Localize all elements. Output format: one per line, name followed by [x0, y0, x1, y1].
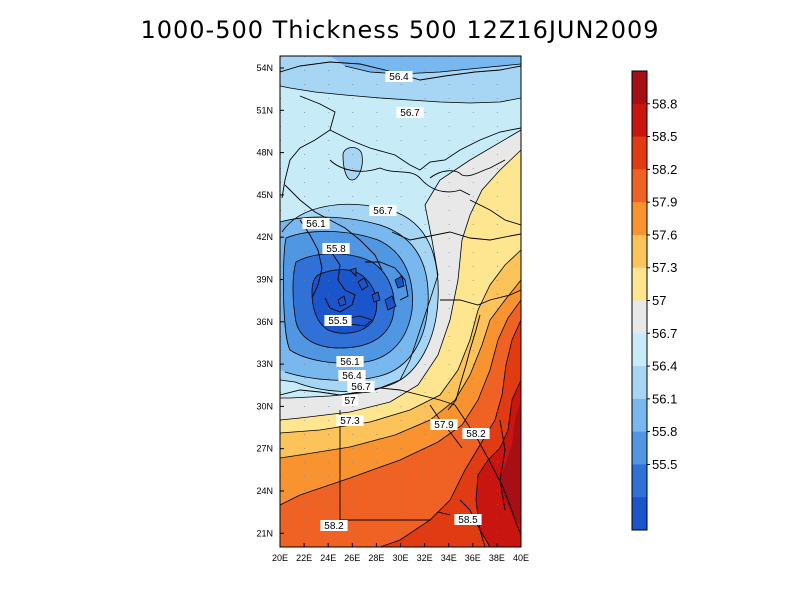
colorbar-swatch: [632, 300, 647, 334]
contour-label-bg: [324, 315, 352, 326]
colorbar-label: 57.6: [652, 227, 677, 242]
lat-tick-label: 33N: [256, 359, 273, 369]
colorbar-swatch: [632, 398, 647, 433]
colorbar-label: 58.8: [652, 96, 677, 111]
colorbar-label: 57.9: [652, 195, 677, 210]
lon-tick-label: 28E: [368, 553, 384, 563]
colorbar-label: 58.5: [652, 129, 677, 144]
colorbar-swatch: [632, 136, 647, 170]
grid-dots: [280, 56, 521, 547]
colorbar-label: 57: [652, 293, 666, 308]
contour-label-bg: [430, 419, 458, 430]
lat-tick-label: 42N: [256, 232, 273, 242]
colorbar-label: 56.7: [652, 326, 677, 341]
contour-label: 56.4: [389, 72, 409, 83]
lat-tick-label: 27N: [256, 444, 273, 454]
colorbar: 58.8 58.5 58.2 57.9 57.6 57.3 57 56.7 56.4 56.1 55…: [631, 70, 677, 531]
contour-label-bg: [302, 218, 330, 229]
contour-label-bg: [336, 356, 364, 367]
contour-label: 57: [344, 396, 356, 407]
contour-label-bg: [342, 395, 358, 406]
contour-label: 57.9: [434, 420, 454, 431]
lon-tick-label: 26E: [344, 553, 360, 563]
lon-tick-label: 24E: [320, 553, 336, 563]
contour-label: 56.7: [400, 108, 420, 119]
lon-tick-label: 40E: [513, 553, 529, 563]
contour-label-bg: [320, 520, 348, 531]
colorbar-label: 57.3: [652, 260, 677, 275]
contour-label-bg: [462, 428, 490, 439]
contour-label-bg: [338, 370, 366, 381]
contour-label-bg: [369, 205, 397, 216]
colorbar-swatch: [632, 234, 647, 269]
lat-axis: 54N 51N 48N 45N 42N 39N 36N 33N 30N 27N 24N 21N: [256, 63, 284, 538]
lon-tick-label: 30E: [392, 553, 408, 563]
lon-tick-label: 34E: [441, 553, 457, 563]
contour-label: 55.5: [328, 316, 348, 327]
colorbar-swatch: [632, 497, 647, 531]
map-title: 1000-500 Thickness 500 12Z16JUN2009: [140, 16, 660, 44]
contour-label-bg: [396, 107, 424, 118]
colorbar-swatch: [632, 431, 647, 465]
contour-label: 58.2: [466, 429, 486, 440]
colorbar-swatch: [632, 366, 647, 400]
colorbar-swatch: [632, 202, 647, 236]
contour-label: 56.1: [306, 219, 326, 230]
contour-label-bg: [322, 243, 350, 254]
contour-label: 56.7: [351, 382, 371, 393]
contour-labels: 56.456.756.756.155.855.556.156.456.75757…: [302, 71, 490, 532]
lat-tick-label: 54N: [256, 63, 273, 73]
colorbar-swatch: [632, 333, 647, 367]
lon-tick-label: 20E: [272, 553, 288, 563]
contour-label-bg: [347, 381, 375, 392]
contour-label-bg: [454, 514, 482, 525]
colorbar-swatch: [632, 464, 647, 498]
lon-tick-label: 22E: [296, 553, 312, 563]
lat-tick-label: 39N: [256, 275, 273, 285]
lon-tick-label: 38E: [489, 553, 505, 563]
lon-tick-label: 36E: [465, 553, 481, 563]
colorbar-swatch: [632, 103, 647, 138]
colorbar-swatch: [632, 169, 647, 203]
colorbar-label: 56.1: [652, 391, 677, 406]
contour-label-bg: [336, 415, 364, 426]
contour-label-bg: [385, 71, 413, 82]
lat-tick-label: 51N: [256, 105, 273, 115]
lat-tick-label: 24N: [256, 486, 273, 496]
contour-label: 56.4: [342, 371, 362, 382]
contour-label: 57.3: [340, 416, 360, 427]
colorbar-label: 55.8: [652, 424, 677, 439]
lon-tick-label: 32E: [417, 553, 433, 563]
lat-tick-label: 45N: [256, 190, 273, 200]
colorbar-label: 56.4: [652, 359, 677, 374]
contour-label: 56.7: [373, 206, 393, 217]
lat-tick-label: 30N: [256, 401, 273, 411]
contour-label: 55.8: [326, 244, 346, 255]
colorbar-label: 58.2: [652, 162, 677, 177]
lat-tick-label: 48N: [256, 148, 273, 158]
lat-tick-label: 21N: [256, 528, 273, 538]
colorbar-swatch: [632, 267, 647, 301]
lat-tick-label: 36N: [256, 317, 273, 327]
colorbar-swatch: [632, 71, 647, 105]
aegean-islands: [337, 267, 405, 327]
contour-label: 58.2: [324, 521, 344, 532]
contour-label: 58.5: [458, 515, 478, 526]
contour-label: 56.1: [340, 357, 360, 368]
colorbar-label: 55.5: [652, 457, 677, 472]
lon-axis: 20E 22E 24E 26E 28E 30E 32E 34E 36E 38E 40E: [272, 543, 529, 563]
